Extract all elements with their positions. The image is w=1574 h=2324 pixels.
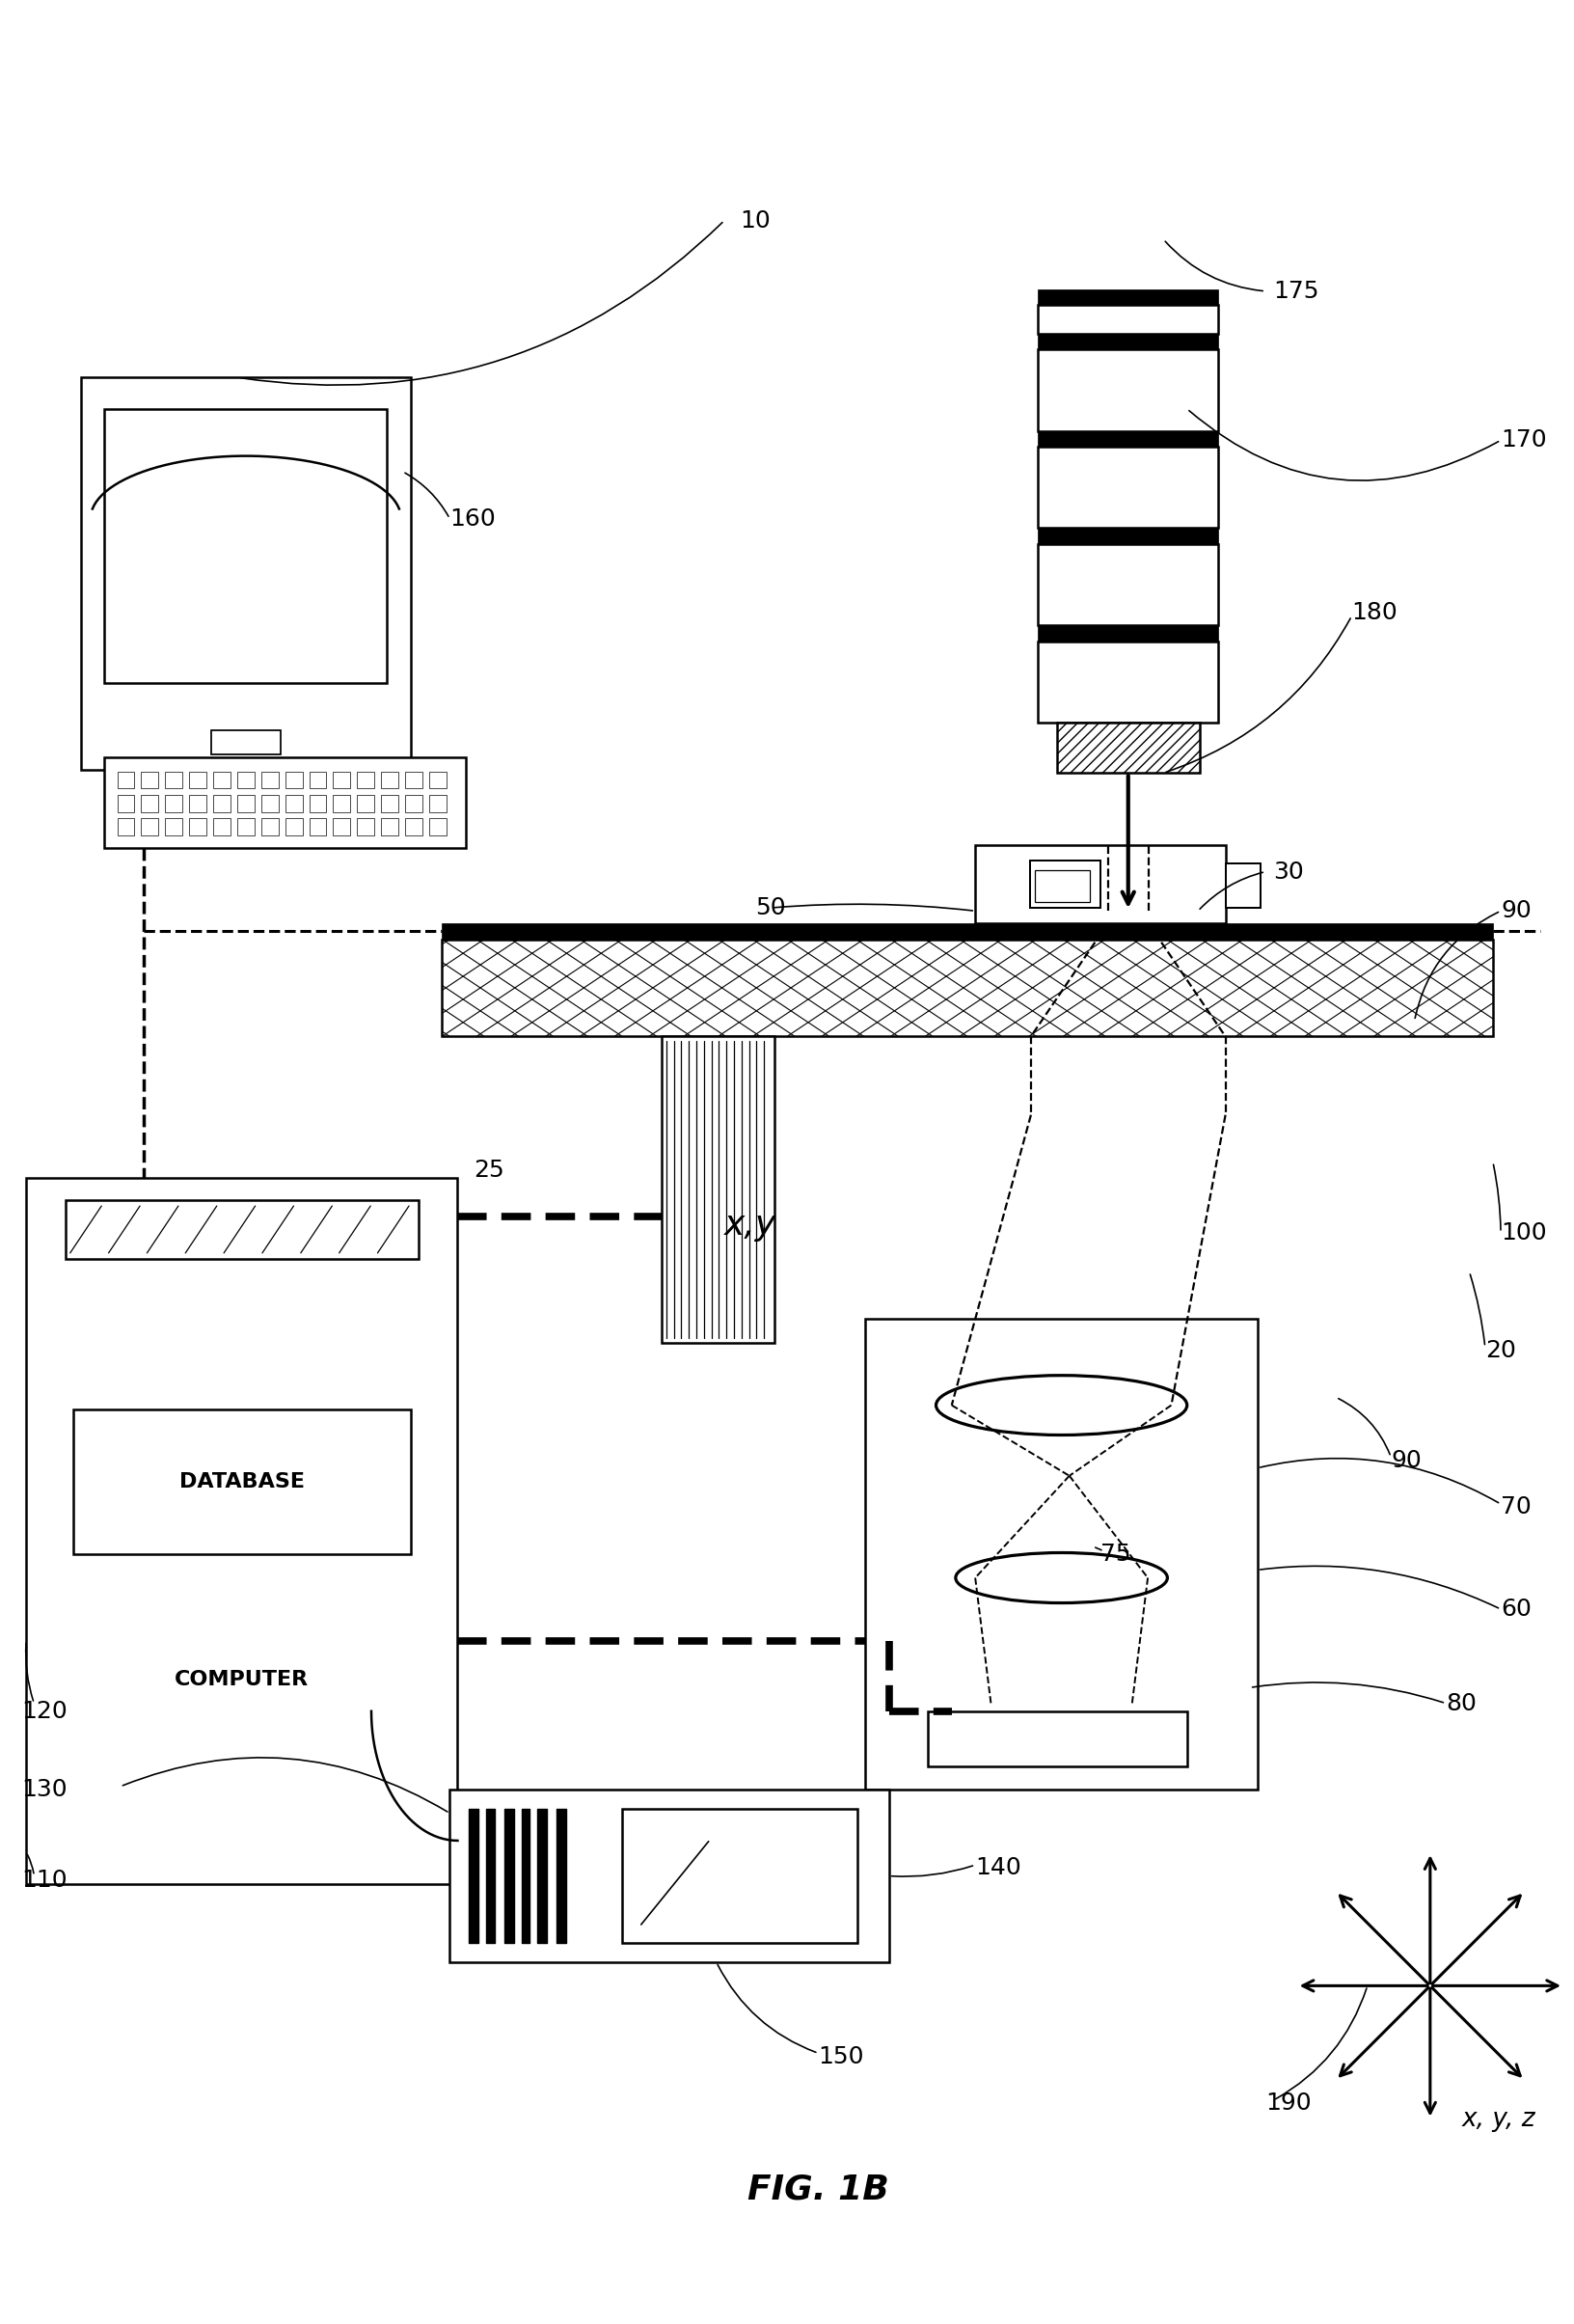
Bar bbox=[405, 818, 422, 837]
Bar bbox=[261, 818, 279, 837]
Bar bbox=[142, 818, 159, 837]
Bar bbox=[1037, 544, 1218, 625]
Bar bbox=[357, 795, 375, 811]
Text: COMPUTER: COMPUTER bbox=[175, 1671, 309, 1690]
Bar bbox=[238, 772, 255, 788]
Text: 90: 90 bbox=[1500, 899, 1532, 923]
Bar bbox=[405, 795, 422, 811]
Bar bbox=[74, 1411, 411, 1555]
Text: 50: 50 bbox=[756, 897, 785, 920]
Bar bbox=[66, 1199, 419, 1260]
Bar bbox=[442, 923, 1492, 939]
Bar bbox=[1037, 625, 1218, 641]
Bar bbox=[866, 1320, 1258, 1789]
Bar bbox=[238, 795, 255, 811]
Text: DATABASE: DATABASE bbox=[179, 1473, 305, 1492]
Text: 175: 175 bbox=[1273, 279, 1319, 302]
Bar bbox=[430, 818, 447, 837]
Text: 190: 190 bbox=[1265, 2092, 1311, 2115]
Text: x, y, z: x, y, z bbox=[1462, 2106, 1535, 2131]
Bar bbox=[261, 795, 279, 811]
Bar bbox=[1029, 860, 1100, 909]
Bar bbox=[285, 795, 302, 811]
Bar bbox=[116, 818, 134, 837]
Bar bbox=[189, 772, 206, 788]
Bar bbox=[1037, 430, 1218, 446]
Bar bbox=[165, 795, 183, 811]
Bar bbox=[1226, 865, 1261, 909]
Bar bbox=[334, 772, 351, 788]
Bar bbox=[309, 795, 326, 811]
Bar bbox=[212, 795, 230, 811]
Bar bbox=[116, 795, 134, 811]
Text: 60: 60 bbox=[1500, 1597, 1532, 1620]
Bar bbox=[1037, 446, 1218, 528]
Bar bbox=[1037, 304, 1218, 335]
Bar bbox=[450, 1789, 889, 1961]
Bar bbox=[1034, 869, 1089, 902]
Text: 100: 100 bbox=[1500, 1220, 1547, 1243]
Bar bbox=[116, 772, 134, 788]
Bar bbox=[381, 772, 398, 788]
Bar bbox=[309, 818, 326, 837]
Bar bbox=[27, 1178, 458, 1885]
Bar bbox=[189, 795, 206, 811]
Bar bbox=[104, 409, 387, 683]
Bar bbox=[142, 772, 159, 788]
Bar bbox=[357, 772, 375, 788]
Bar bbox=[212, 772, 230, 788]
Bar bbox=[1037, 349, 1218, 430]
Bar bbox=[381, 818, 398, 837]
Text: 170: 170 bbox=[1500, 428, 1547, 451]
Bar bbox=[212, 818, 230, 837]
Bar bbox=[82, 376, 411, 769]
Text: 160: 160 bbox=[450, 507, 496, 530]
Bar bbox=[442, 939, 1492, 1037]
Text: 110: 110 bbox=[22, 1868, 68, 1892]
Text: 30: 30 bbox=[1273, 860, 1303, 883]
Text: 140: 140 bbox=[976, 1857, 1022, 1880]
Bar bbox=[285, 772, 302, 788]
Text: 150: 150 bbox=[818, 2045, 864, 2068]
Bar bbox=[661, 1037, 774, 1343]
Text: 120: 120 bbox=[22, 1699, 68, 1722]
Bar bbox=[104, 758, 466, 848]
Bar bbox=[189, 818, 206, 837]
Text: 10: 10 bbox=[740, 209, 771, 232]
Text: 80: 80 bbox=[1447, 1692, 1476, 1715]
Text: 90: 90 bbox=[1391, 1448, 1421, 1471]
Bar bbox=[405, 772, 422, 788]
Bar bbox=[357, 818, 375, 837]
Bar bbox=[211, 730, 280, 753]
Bar bbox=[285, 818, 302, 837]
Bar bbox=[929, 1710, 1187, 1766]
Text: 75: 75 bbox=[1100, 1543, 1132, 1566]
Bar bbox=[1037, 335, 1218, 349]
Bar bbox=[1037, 528, 1218, 544]
Bar bbox=[430, 795, 447, 811]
Text: 70: 70 bbox=[1500, 1497, 1532, 1520]
Bar bbox=[1037, 641, 1218, 723]
Bar bbox=[238, 818, 255, 837]
Text: 20: 20 bbox=[1484, 1339, 1516, 1362]
Bar bbox=[309, 772, 326, 788]
Bar bbox=[142, 795, 159, 811]
Bar bbox=[381, 795, 398, 811]
Bar bbox=[430, 772, 447, 788]
Bar bbox=[1056, 723, 1199, 774]
Text: x,y: x,y bbox=[724, 1208, 776, 1241]
Bar bbox=[334, 795, 351, 811]
Bar bbox=[976, 846, 1226, 923]
Bar bbox=[261, 772, 279, 788]
Bar bbox=[165, 818, 183, 837]
Bar bbox=[165, 772, 183, 788]
Text: 130: 130 bbox=[22, 1778, 68, 1801]
Bar bbox=[1037, 290, 1218, 304]
Text: 25: 25 bbox=[474, 1157, 504, 1181]
Bar bbox=[622, 1808, 858, 1943]
Bar bbox=[334, 818, 351, 837]
Text: FIG. 1B: FIG. 1B bbox=[748, 2173, 889, 2205]
Text: 180: 180 bbox=[1352, 602, 1398, 625]
